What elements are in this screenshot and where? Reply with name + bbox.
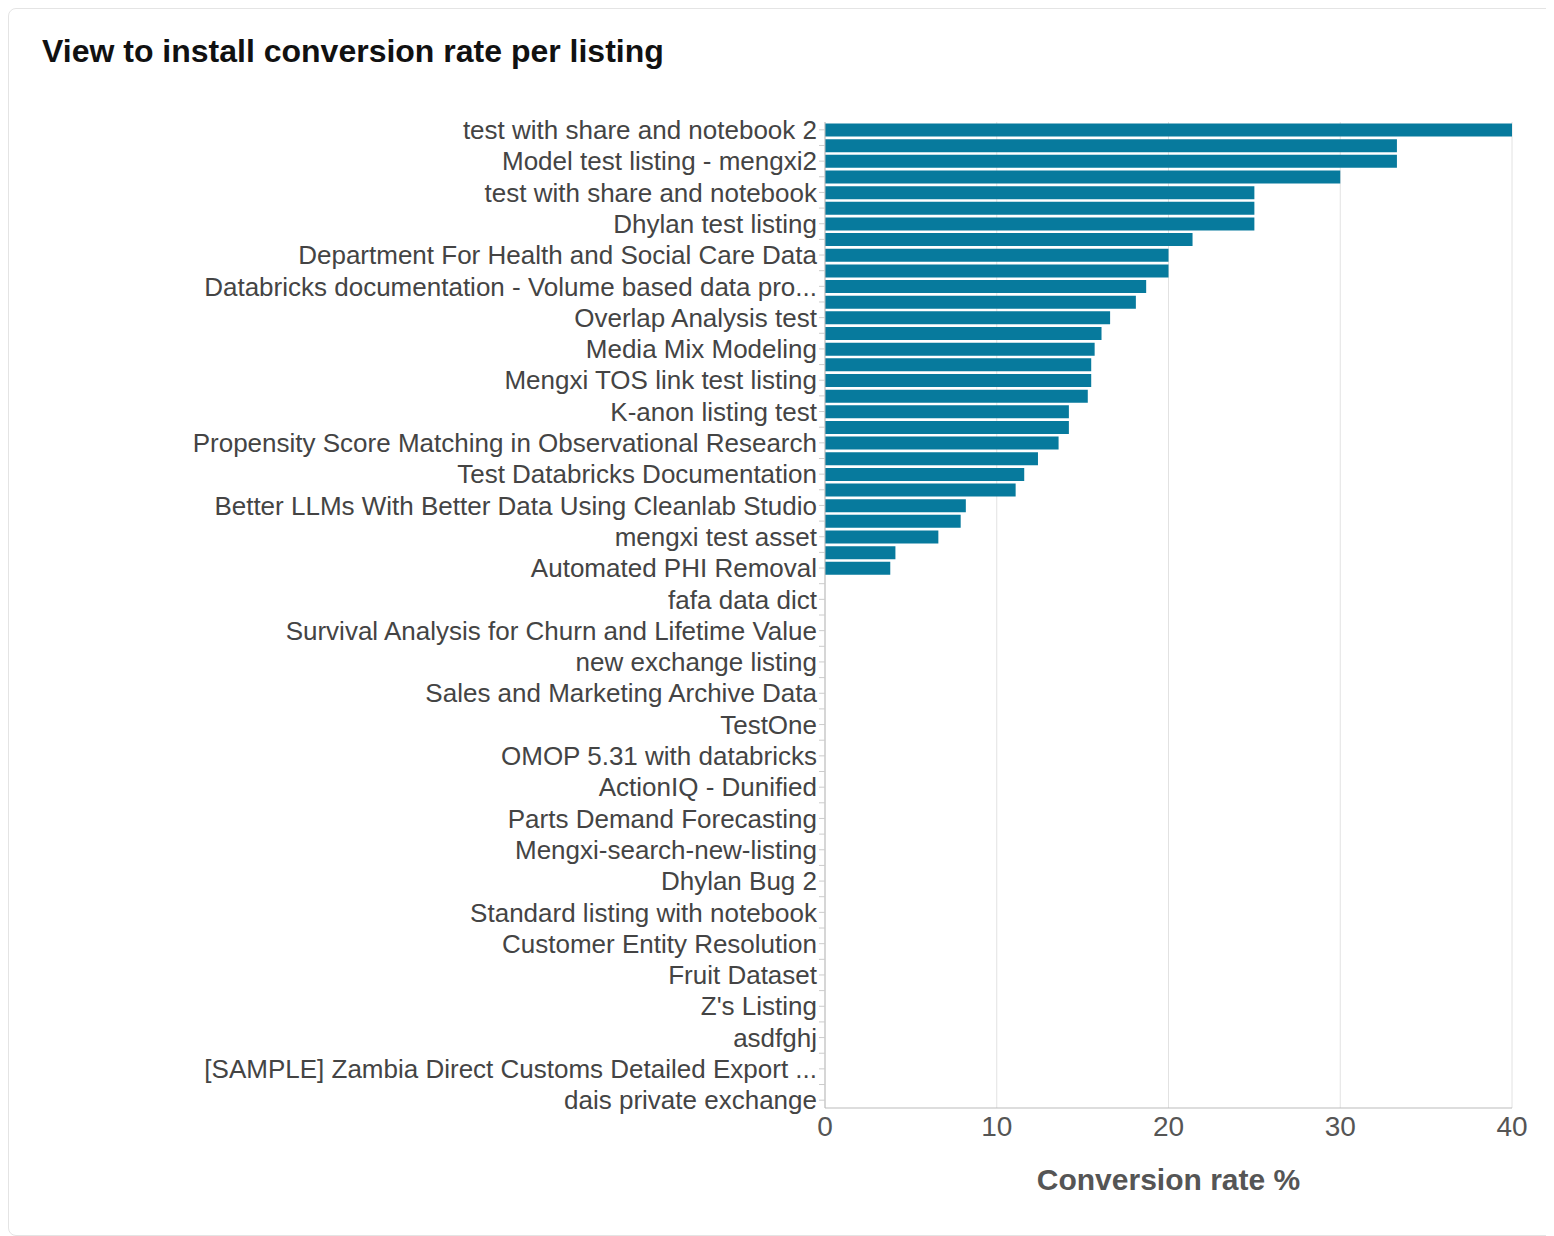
- svg-text:Media Mix Modeling: Media Mix Modeling: [586, 334, 817, 364]
- svg-text:Model test listing - mengxi2: Model test listing - mengxi2: [502, 146, 817, 176]
- svg-text:ActionIQ - Dunified: ActionIQ - Dunified: [599, 772, 817, 802]
- svg-text:mengxi test asset: mengxi test asset: [615, 522, 818, 552]
- svg-text:new exchange listing: new exchange listing: [576, 647, 817, 677]
- svg-text:Fruit Dataset: Fruit Dataset: [668, 960, 818, 990]
- svg-text:Conversion rate %: Conversion rate %: [1037, 1163, 1300, 1196]
- svg-text:OMOP 5.31 with databricks: OMOP 5.31 with databricks: [501, 741, 817, 771]
- svg-text:Sales and Marketing Archive Da: Sales and Marketing Archive Data: [425, 678, 817, 708]
- svg-text:dais private exchange: dais private exchange: [564, 1085, 817, 1115]
- svg-text:30: 30: [1325, 1111, 1356, 1142]
- svg-text:Databricks documentation - Vol: Databricks documentation - Volume based …: [204, 272, 817, 302]
- svg-text:TestOne: TestOne: [720, 710, 817, 740]
- svg-text:Propensity Score Matching in O: Propensity Score Matching in Observation…: [193, 428, 817, 458]
- svg-text:asdfghj: asdfghj: [733, 1023, 817, 1053]
- svg-text:10: 10: [981, 1111, 1012, 1142]
- svg-text:Standard listing with notebook: Standard listing with notebook: [470, 898, 818, 928]
- svg-text:Mengxi-search-new-listing: Mengxi-search-new-listing: [515, 835, 817, 865]
- svg-text:Mengxi TOS link test listing: Mengxi TOS link test listing: [504, 365, 817, 395]
- svg-text:test with share and notebook: test with share and notebook: [485, 178, 818, 208]
- svg-text:test with share and notebook 2: test with share and notebook 2: [463, 115, 817, 145]
- svg-text:0: 0: [817, 1111, 833, 1142]
- svg-text:Customer Entity Resolution: Customer Entity Resolution: [502, 929, 817, 959]
- svg-text:Dhylan test listing: Dhylan test listing: [613, 209, 817, 239]
- svg-text:[SAMPLE] Zambia Direct Customs: [SAMPLE] Zambia Direct Customs Detailed …: [204, 1054, 817, 1084]
- svg-text:40: 40: [1496, 1111, 1527, 1142]
- svg-text:K-anon listing test: K-anon listing test: [610, 397, 817, 427]
- svg-text:Z's Listing: Z's Listing: [701, 991, 817, 1021]
- svg-text:Parts Demand Forecasting: Parts Demand Forecasting: [508, 804, 817, 834]
- svg-text:20: 20: [1153, 1111, 1184, 1142]
- html-text:View to install conversion rat: View to install conversion rate per list…: [42, 33, 664, 69]
- svg-text:Dhylan Bug 2: Dhylan Bug 2: [661, 866, 817, 896]
- svg-text:fafa data dict: fafa data dict: [668, 585, 818, 615]
- svg-text:Automated PHI Removal: Automated PHI Removal: [531, 553, 817, 583]
- svg-text:Survival Analysis for Churn an: Survival Analysis for Churn and Lifetime…: [286, 616, 817, 646]
- svg-text:Overlap Analysis test: Overlap Analysis test: [574, 303, 818, 333]
- svg-text:Better LLMs With Better Data U: Better LLMs With Better Data Using Clean…: [214, 491, 817, 521]
- svg-text:Test Databricks Documentation: Test Databricks Documentation: [457, 459, 817, 489]
- svg-text:Department For Health and Soci: Department For Health and Social Care Da…: [298, 240, 817, 270]
